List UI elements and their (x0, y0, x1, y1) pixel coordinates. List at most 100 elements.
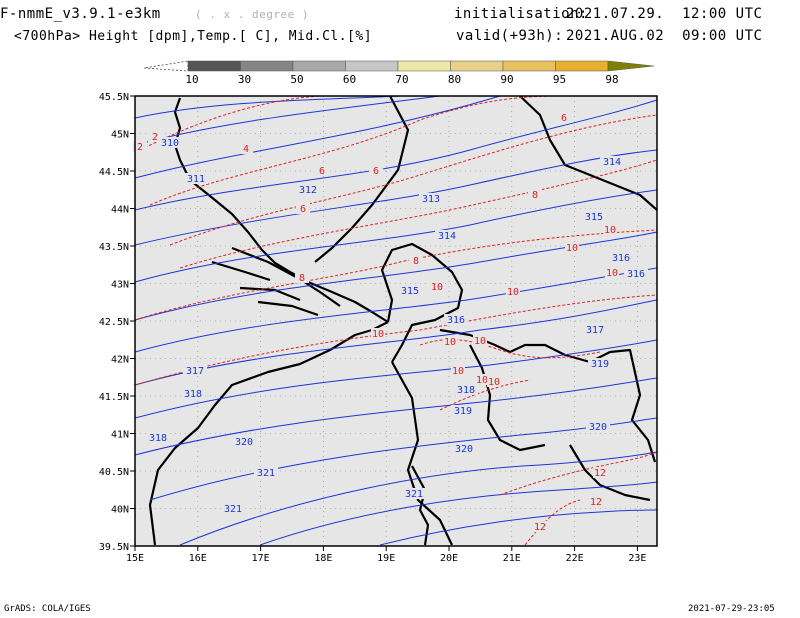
temperature-contour-label: 10 (606, 268, 618, 279)
height-label-bg (452, 443, 476, 454)
temp-label-bg (593, 467, 607, 478)
temp-label-bg (565, 242, 579, 253)
temp-label-bg (475, 374, 489, 385)
height-label-bg (183, 365, 207, 376)
temperature-contour-line (139, 95, 321, 151)
valid-label: valid(+93h): (456, 28, 564, 44)
height-label-bg (181, 388, 205, 399)
height-label-bg (146, 432, 170, 443)
lat-label: 42.5N (99, 317, 129, 328)
model-name: F-nmmE_v3.9.1-e3km (0, 6, 161, 22)
height-contour-label: 319 (454, 406, 472, 417)
height-contour-line (179, 451, 658, 546)
temperature-contour-label: 10 (507, 287, 519, 298)
temperature-contour-line (524, 499, 581, 546)
height-contour-line (134, 231, 658, 321)
colorbar-segment (450, 60, 504, 72)
colorbar-label: 60 (343, 73, 356, 86)
height-contour-label: 314 (603, 157, 621, 168)
temperature-contour-line (134, 294, 658, 386)
temp-label-bg (603, 224, 617, 235)
height-contour-line (149, 417, 658, 501)
height-contours (134, 95, 658, 546)
footer-credit: GrADS: COLA/IGES (4, 604, 91, 614)
colorbar-label: 80 (448, 73, 461, 86)
height-contour-label: 315 (401, 286, 419, 297)
height-contour-label: 321 (257, 468, 275, 479)
height-contour-line (134, 95, 501, 179)
colorbar-right-arrow (607, 60, 655, 72)
colorbar-segment (555, 60, 609, 72)
height-contour-line (379, 509, 658, 546)
height-contour-line (134, 189, 658, 283)
temp-label-bg (528, 189, 542, 200)
lat-label: 39.5N (99, 542, 129, 553)
height-label-bg (609, 252, 633, 263)
temperature-contour-label: 8 (413, 256, 419, 267)
height-contour-label: 313 (422, 194, 440, 205)
temp-label-bg (443, 336, 457, 347)
temperature-contour-label: 12 (534, 522, 546, 533)
lon-label: 15E (126, 553, 144, 564)
temperature-contour-line (169, 114, 658, 246)
height-contour-line (134, 95, 441, 146)
temp-label-bg (371, 328, 385, 339)
init-value: 2021.07.29. 12:00 UTC (566, 6, 763, 22)
temperature-contour-line (179, 159, 658, 269)
lon-label: 17E (252, 553, 270, 564)
height-contour-label: 311 (187, 174, 205, 185)
height-label-bg (435, 230, 459, 241)
lat-label: 44N (111, 205, 129, 216)
lon-label: 23E (628, 553, 646, 564)
colorbar-label: 10 (185, 73, 198, 86)
lat-label: 45.5N (99, 92, 129, 103)
height-label-bg (184, 173, 208, 184)
temperature-contour-label: 10 (431, 282, 443, 293)
height-contour-label: 320 (589, 422, 607, 433)
height-contour-line (134, 377, 658, 456)
height-contour-label: 315 (585, 212, 603, 223)
temperature-contour-label: 8 (532, 190, 538, 201)
lon-label: 18E (314, 553, 332, 564)
height-label-bg (232, 436, 256, 447)
temperature-contour-label: 6 (319, 166, 325, 177)
lat-label: 41N (111, 430, 129, 441)
lon-label: 19E (377, 553, 395, 564)
lat-label: 41.5N (99, 392, 129, 403)
temperature-contour-label: 10 (604, 225, 616, 236)
temperature-contour-label: 10 (372, 329, 384, 340)
colorbar-label: 30 (238, 73, 251, 86)
lon-label: 22E (566, 553, 584, 564)
lon-label: 16E (189, 553, 207, 564)
temperature-contour-label: 4 (243, 144, 249, 155)
height-label-bg (221, 503, 245, 514)
temperature-contour-label: 10 (476, 375, 488, 386)
height-label-bg (624, 268, 648, 279)
height-contour-label: 314 (438, 231, 456, 242)
temperature-contour-line (439, 379, 531, 411)
temperature-contour-line (134, 229, 658, 321)
temp-label-bg (506, 286, 520, 297)
temperature-contour-label: 12 (594, 468, 606, 479)
colorbar-segment (397, 60, 451, 72)
cloud-colorbar: 10 30 50 60 70 80 90 95 98 (143, 60, 655, 86)
height-contour-label: 317 (186, 366, 204, 377)
temperature-contour-line (149, 95, 561, 206)
height-label-bg (402, 488, 426, 499)
colorbar-segment (240, 60, 294, 72)
temperature-contour-label: 12 (590, 497, 602, 508)
colorbar-label: 90 (500, 73, 513, 86)
temperature-contour-label: 2 (137, 142, 143, 153)
lat-label: 45N (111, 130, 129, 141)
height-label-bg (586, 421, 610, 432)
height-label-bg (419, 193, 443, 204)
lat-label: 44.5N (99, 167, 129, 178)
temperature-contour-label: 10 (566, 243, 578, 254)
temp-label-bg (369, 165, 383, 176)
temperature-contour-label: 6 (373, 166, 379, 177)
colorbar-segment (345, 60, 399, 72)
height-contour-line (134, 299, 658, 386)
height-contour-label: 319 (591, 359, 609, 370)
